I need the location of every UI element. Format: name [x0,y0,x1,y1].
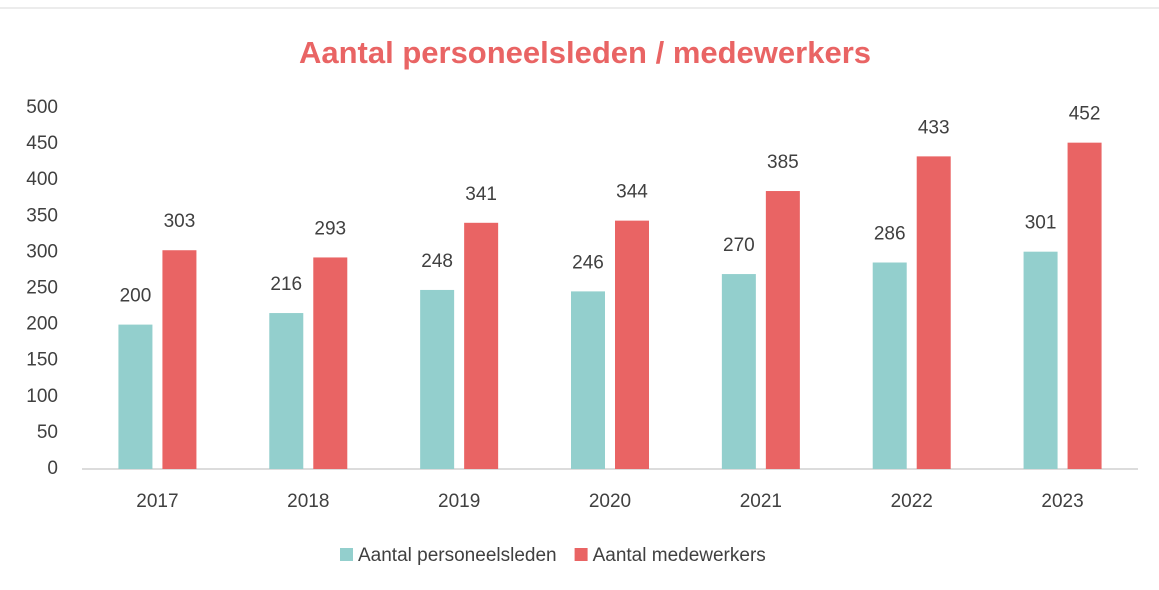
bar [269,313,304,469]
bar [571,291,605,469]
y-tick-label: 500 [26,97,58,118]
data-label: 301 [1025,213,1057,234]
x-tick-label: 2020 [589,491,631,512]
data-label: 270 [723,235,755,256]
bar [872,262,907,469]
bar [313,257,348,469]
chart-title: Aantal personeelsleden / medewerkers [299,35,871,70]
bar [118,324,153,469]
bar [420,289,455,469]
legend-swatch [574,548,588,561]
data-label: 303 [164,211,196,232]
y-tick-label: 450 [26,133,58,154]
bar [1067,142,1102,469]
y-tick-label: 200 [26,314,58,335]
legend-label: Aantal medewerkers [593,545,766,566]
bar [464,222,499,469]
x-tick-label: 2018 [287,491,329,512]
data-label: 246 [572,252,604,273]
x-tick-label: 2017 [136,491,178,512]
data-label: 293 [314,218,346,239]
bar [765,191,800,469]
y-tick-label: 0 [47,458,58,479]
data-label: 433 [918,117,950,138]
x-tick-label: 2021 [740,491,782,512]
legend-swatch [340,548,353,561]
y-tick-label: 400 [26,169,58,190]
y-tick-label: 50 [37,422,58,443]
bar [916,156,951,469]
bar [721,274,756,469]
data-label: 286 [874,224,906,245]
data-label: 385 [767,152,799,173]
data-label: 344 [616,182,648,203]
bar [162,250,197,469]
y-tick-label: 350 [26,205,58,226]
bar [1023,251,1058,469]
x-tick-label: 2023 [1041,491,1083,512]
data-label: 341 [465,184,497,205]
x-tick-label: 2019 [438,491,480,512]
data-label: 200 [120,286,152,307]
legend-label: Aantal personeelsleden [358,545,557,566]
y-tick-label: 100 [26,386,58,407]
x-tick-label: 2022 [891,491,933,512]
data-label: 452 [1069,104,1101,125]
bar [615,220,649,469]
y-tick-label: 150 [26,350,58,371]
data-label: 216 [270,274,302,295]
data-label: 248 [421,251,453,272]
y-tick-label: 300 [26,241,58,262]
y-tick-label: 250 [26,278,58,299]
